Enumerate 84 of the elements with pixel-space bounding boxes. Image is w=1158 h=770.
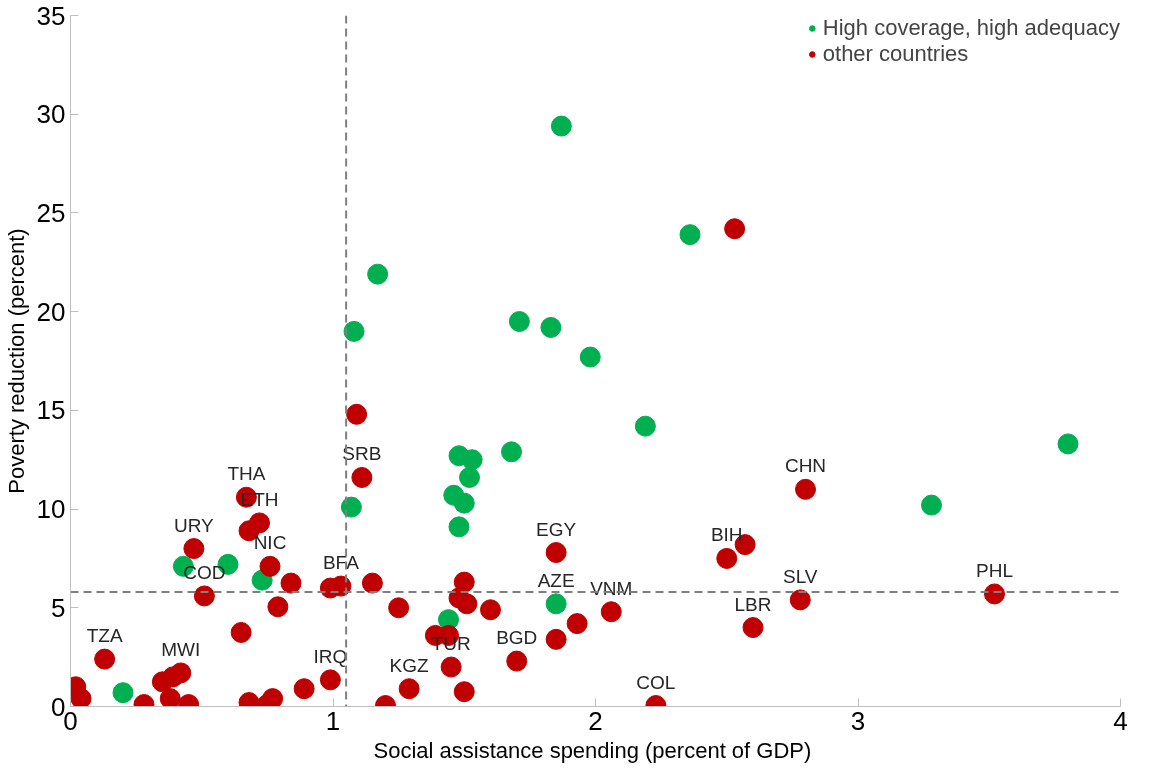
annotation: BIH	[710, 524, 743, 546]
annotation: LBR	[734, 593, 772, 615]
point	[480, 599, 501, 621]
point	[453, 492, 475, 514]
y-axis-title: Poverty reduction (percent)	[3, 228, 29, 494]
annotation: BFA	[322, 552, 360, 574]
y-tick-label: 20	[36, 296, 66, 327]
annotation: EGY	[536, 518, 577, 540]
point	[367, 263, 389, 285]
point	[795, 478, 816, 500]
point	[159, 688, 181, 707]
point	[453, 681, 475, 703]
y-tick-label: 5	[51, 592, 66, 623]
point	[789, 589, 811, 611]
x-tick-label: 3	[850, 705, 866, 736]
point	[448, 516, 470, 538]
y-tick-label: 35	[36, 0, 66, 31]
point	[259, 555, 281, 577]
point	[461, 449, 483, 471]
point	[921, 494, 942, 516]
x-tick-label: 4	[1113, 705, 1128, 736]
point	[501, 441, 522, 463]
annotation: TZA	[86, 625, 123, 647]
point	[1057, 433, 1079, 455]
legend-label: High coverage, high adequacy	[822, 15, 1120, 41]
annotation: MWI	[161, 638, 201, 660]
legend-label: other countries	[822, 41, 969, 67]
annotation: COL	[636, 671, 676, 693]
annotation: CHN	[784, 455, 827, 477]
point	[398, 678, 420, 700]
x-tick-label: 2	[588, 705, 603, 736]
point	[70, 688, 92, 707]
annotation: AZE	[537, 569, 575, 591]
point	[984, 583, 1005, 605]
annotation: IRQ	[313, 645, 348, 667]
point	[459, 467, 480, 488]
point	[545, 628, 567, 650]
point	[545, 542, 567, 563]
point	[361, 572, 383, 594]
annotation: URY	[173, 514, 215, 536]
point	[508, 311, 530, 332]
y-tick-label: 10	[36, 494, 66, 525]
x-axis-title: Social assistance spending (percent of GDP)	[373, 737, 812, 763]
point	[262, 688, 284, 707]
point	[293, 678, 315, 700]
point	[440, 656, 462, 678]
point	[724, 218, 746, 240]
point	[280, 572, 302, 594]
annotation: BGD	[496, 627, 538, 649]
annotation: PHL	[976, 559, 1013, 581]
point	[343, 320, 365, 342]
point	[112, 682, 134, 704]
point	[545, 593, 567, 615]
point	[634, 415, 656, 437]
point	[193, 585, 215, 607]
point	[742, 617, 764, 639]
annotation: SLV	[783, 565, 818, 587]
point	[600, 601, 622, 623]
annotation: KGZ	[389, 654, 430, 676]
point	[351, 467, 373, 488]
point	[540, 316, 562, 338]
point	[506, 650, 528, 672]
point	[340, 496, 362, 518]
point	[319, 669, 341, 691]
point	[550, 115, 572, 137]
annotation: THA	[227, 463, 266, 485]
point	[170, 662, 192, 684]
point	[456, 593, 478, 615]
y-tick-label: 30	[36, 99, 66, 130]
point	[230, 621, 252, 643]
point	[679, 224, 701, 246]
point	[388, 597, 410, 619]
annotation: NIC	[253, 532, 287, 554]
annotation: SRB	[342, 443, 382, 465]
point	[566, 613, 588, 635]
y-tick-label: 15	[36, 395, 66, 426]
y-tick-label: 25	[36, 197, 66, 228]
point	[346, 403, 368, 425]
point	[716, 547, 738, 569]
point	[579, 346, 601, 368]
point	[267, 596, 289, 618]
point	[183, 538, 205, 560]
x-tick-label: 1	[325, 705, 341, 736]
point	[94, 648, 116, 670]
